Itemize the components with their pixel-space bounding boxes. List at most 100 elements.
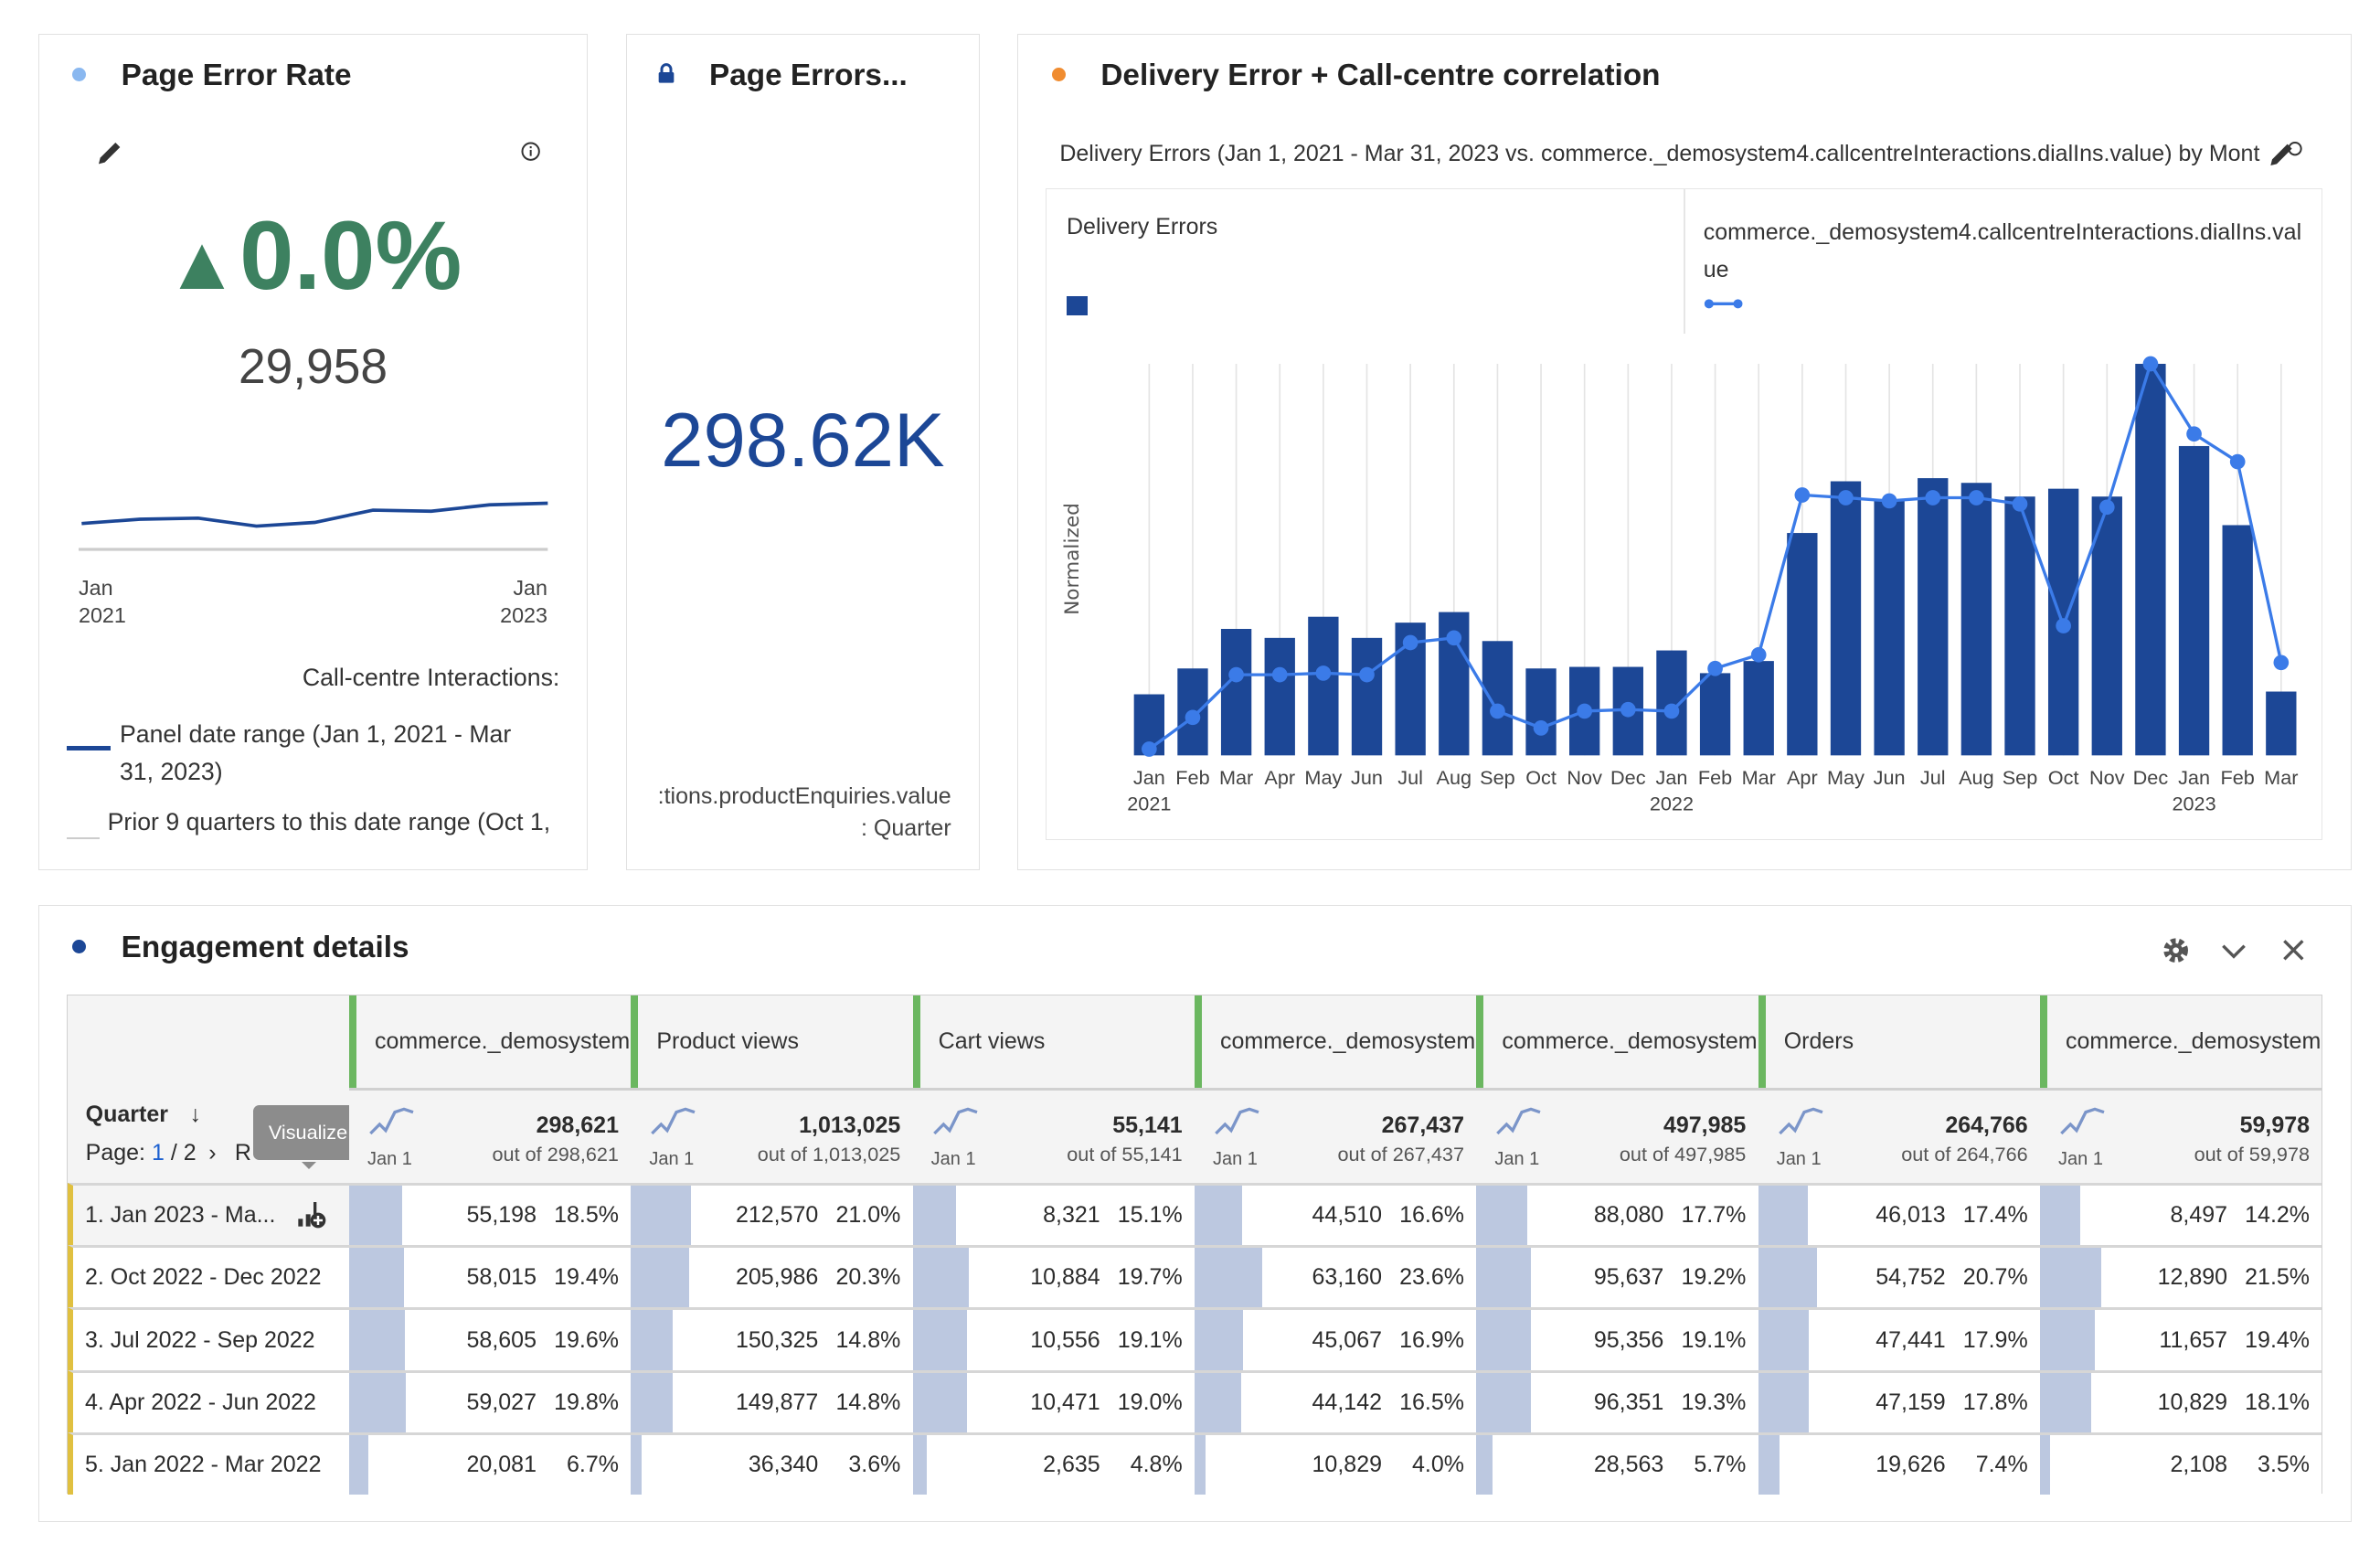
- point-dialins[interactable]: [1707, 660, 1724, 676]
- point-dialins[interactable]: [1577, 703, 1593, 718]
- edit-icon[interactable]: [2268, 138, 2304, 168]
- table-row[interactable]: 1. Jan 2023 - Ma...: [67, 1182, 349, 1245]
- table-cell[interactable]: 47,159 17.8%: [1758, 1369, 2041, 1432]
- bar-delivery-errors[interactable]: [1352, 637, 1383, 756]
- table-row[interactable]: 2. Oct 2022 - Dec 2022: [67, 1245, 349, 1308]
- point-dialins[interactable]: [1751, 646, 1767, 663]
- bar-delivery-errors[interactable]: [2266, 691, 2297, 756]
- point-dialins[interactable]: [1882, 493, 1897, 508]
- point-dialins[interactable]: [2273, 655, 2290, 670]
- bar-delivery-errors[interactable]: [1308, 616, 1339, 756]
- row-label[interactable]: 4. Apr 2022 - Jun 2022: [84, 1389, 316, 1415]
- column-header[interactable]: Cart views: [912, 995, 1195, 1089]
- bar-delivery-errors[interactable]: [1787, 532, 1818, 756]
- table-cell[interactable]: 8,321 15.1%: [912, 1182, 1195, 1245]
- point-dialins[interactable]: [1490, 703, 1506, 718]
- bar-delivery-errors[interactable]: [1700, 673, 1731, 756]
- table-cell[interactable]: 44,510 16.6%: [1195, 1182, 1477, 1245]
- table-row[interactable]: 3. Jul 2022 - Sep 2022: [67, 1307, 349, 1370]
- table-cell[interactable]: 11,657 19.4%: [2040, 1307, 2322, 1370]
- bar-delivery-errors[interactable]: [1221, 628, 1252, 756]
- pencil-icon[interactable]: [94, 138, 124, 168]
- table-cell[interactable]: 36,340 3.6%: [631, 1432, 913, 1495]
- row-label[interactable]: 1. Jan 2023 - Ma...: [84, 1202, 276, 1228]
- table-cell[interactable]: 10,884 19.7%: [912, 1245, 1195, 1308]
- table-cell[interactable]: 12,890 21.5%: [2040, 1245, 2322, 1308]
- column-header[interactable]: Product views: [631, 995, 913, 1089]
- table-cell[interactable]: 10,829 4.0%: [1195, 1432, 1477, 1495]
- point-dialins[interactable]: [1925, 489, 1941, 506]
- table-row[interactable]: 5. Jan 2022 - Mar 2022: [67, 1432, 349, 1495]
- sparkline-icon[interactable]: [649, 1106, 704, 1140]
- sparkline-icon[interactable]: [2058, 1106, 2113, 1140]
- table-cell[interactable]: 10,556 19.1%: [912, 1307, 1195, 1370]
- table-cell[interactable]: 8,497 14.2%: [2040, 1182, 2322, 1245]
- sparkline-icon[interactable]: [1213, 1106, 1268, 1140]
- sparkline-icon[interactable]: [931, 1106, 986, 1140]
- sparkline-icon[interactable]: [367, 1106, 422, 1140]
- table-cell[interactable]: 46,013 17.4%: [1758, 1182, 2041, 1245]
- point-dialins[interactable]: [1142, 740, 1158, 757]
- point-dialins[interactable]: [1446, 630, 1462, 645]
- table-cell[interactable]: 19,626 7.4%: [1758, 1432, 2041, 1495]
- bar-delivery-errors[interactable]: [2004, 495, 2036, 756]
- point-dialins[interactable]: [1272, 666, 1288, 683]
- row-label[interactable]: 2. Oct 2022 - Dec 2022: [84, 1264, 322, 1291]
- table-cell[interactable]: 205,986 20.3%: [631, 1245, 913, 1308]
- bar-delivery-errors[interactable]: [1831, 481, 1862, 756]
- table-cell[interactable]: 55,198 18.5%: [348, 1182, 632, 1245]
- bar-delivery-errors[interactable]: [2222, 525, 2254, 756]
- point-dialins[interactable]: [2099, 499, 2115, 515]
- gear-icon[interactable]: [2161, 935, 2191, 965]
- bar-delivery-errors[interactable]: [1525, 667, 1557, 756]
- table-cell[interactable]: 28,563 5.7%: [1476, 1432, 1758, 1495]
- visualize-icon[interactable]: [295, 1197, 329, 1231]
- chevron-down-icon[interactable]: [2220, 940, 2247, 961]
- sort-desc-icon[interactable]: ↓: [189, 1102, 202, 1128]
- sparkline-icon[interactable]: [1777, 1106, 1832, 1140]
- bar-delivery-errors[interactable]: [1874, 498, 1906, 756]
- bar-delivery-errors[interactable]: [2091, 495, 2123, 756]
- point-dialins[interactable]: [1403, 634, 1418, 650]
- bar-delivery-errors[interactable]: [1482, 640, 1514, 756]
- page-current[interactable]: 1: [151, 1140, 165, 1166]
- point-dialins[interactable]: [1359, 666, 1376, 683]
- table-cell[interactable]: 2,635 4.8%: [912, 1432, 1195, 1495]
- point-dialins[interactable]: [1663, 703, 1680, 718]
- table-cell[interactable]: 54,752 20.7%: [1758, 1245, 2041, 1308]
- point-dialins[interactable]: [1794, 486, 1811, 503]
- point-dialins[interactable]: [2186, 426, 2203, 442]
- table-cell[interactable]: 59,027 19.8%: [348, 1369, 632, 1432]
- point-dialins[interactable]: [1838, 489, 1854, 506]
- bar-delivery-errors[interactable]: [1656, 650, 1687, 756]
- table-cell[interactable]: 2,108 3.5%: [2040, 1432, 2322, 1495]
- bar-delivery-errors[interactable]: [1264, 637, 1296, 756]
- table-cell[interactable]: 20,081 6.7%: [348, 1432, 632, 1495]
- row-label[interactable]: 5. Jan 2022 - Mar 2022: [84, 1452, 322, 1478]
- table-cell[interactable]: 95,356 19.1%: [1476, 1307, 1758, 1370]
- table-cell[interactable]: 44,142 16.5%: [1195, 1369, 1477, 1432]
- table-cell[interactable]: 10,829 18.1%: [2040, 1369, 2322, 1432]
- point-dialins[interactable]: [1315, 665, 1332, 681]
- point-dialins[interactable]: [2230, 453, 2246, 470]
- table-cell[interactable]: 47,441 17.9%: [1758, 1307, 2041, 1370]
- table-row[interactable]: 4. Apr 2022 - Jun 2022: [67, 1369, 349, 1432]
- bar-delivery-errors[interactable]: [1918, 477, 1949, 756]
- close-icon[interactable]: [2281, 938, 2306, 963]
- point-dialins[interactable]: [1534, 719, 1549, 736]
- table-cell[interactable]: 212,570 21.0%: [631, 1182, 913, 1245]
- table-cell[interactable]: 10,471 19.0%: [912, 1369, 1195, 1432]
- point-dialins[interactable]: [2056, 617, 2072, 633]
- table-cell[interactable]: 58,015 19.4%: [348, 1245, 632, 1308]
- point-dialins[interactable]: [1969, 489, 1985, 506]
- bar-delivery-errors[interactable]: [2135, 363, 2166, 756]
- table-cell[interactable]: 45,067 16.9%: [1195, 1307, 1477, 1370]
- table-cell[interactable]: 95,637 19.2%: [1476, 1245, 1758, 1308]
- bar-delivery-errors[interactable]: [1961, 482, 1992, 756]
- column-header[interactable]: commerce._demosystem: [348, 995, 632, 1089]
- table-cell[interactable]: 88,080 17.7%: [1476, 1182, 1758, 1245]
- row-label[interactable]: 3. Jul 2022 - Sep 2022: [84, 1326, 315, 1353]
- column-header[interactable]: commerce._demosystem: [1476, 995, 1758, 1089]
- sparkline-icon[interactable]: [1494, 1106, 1549, 1140]
- table-cell[interactable]: 96,351 19.3%: [1476, 1369, 1758, 1432]
